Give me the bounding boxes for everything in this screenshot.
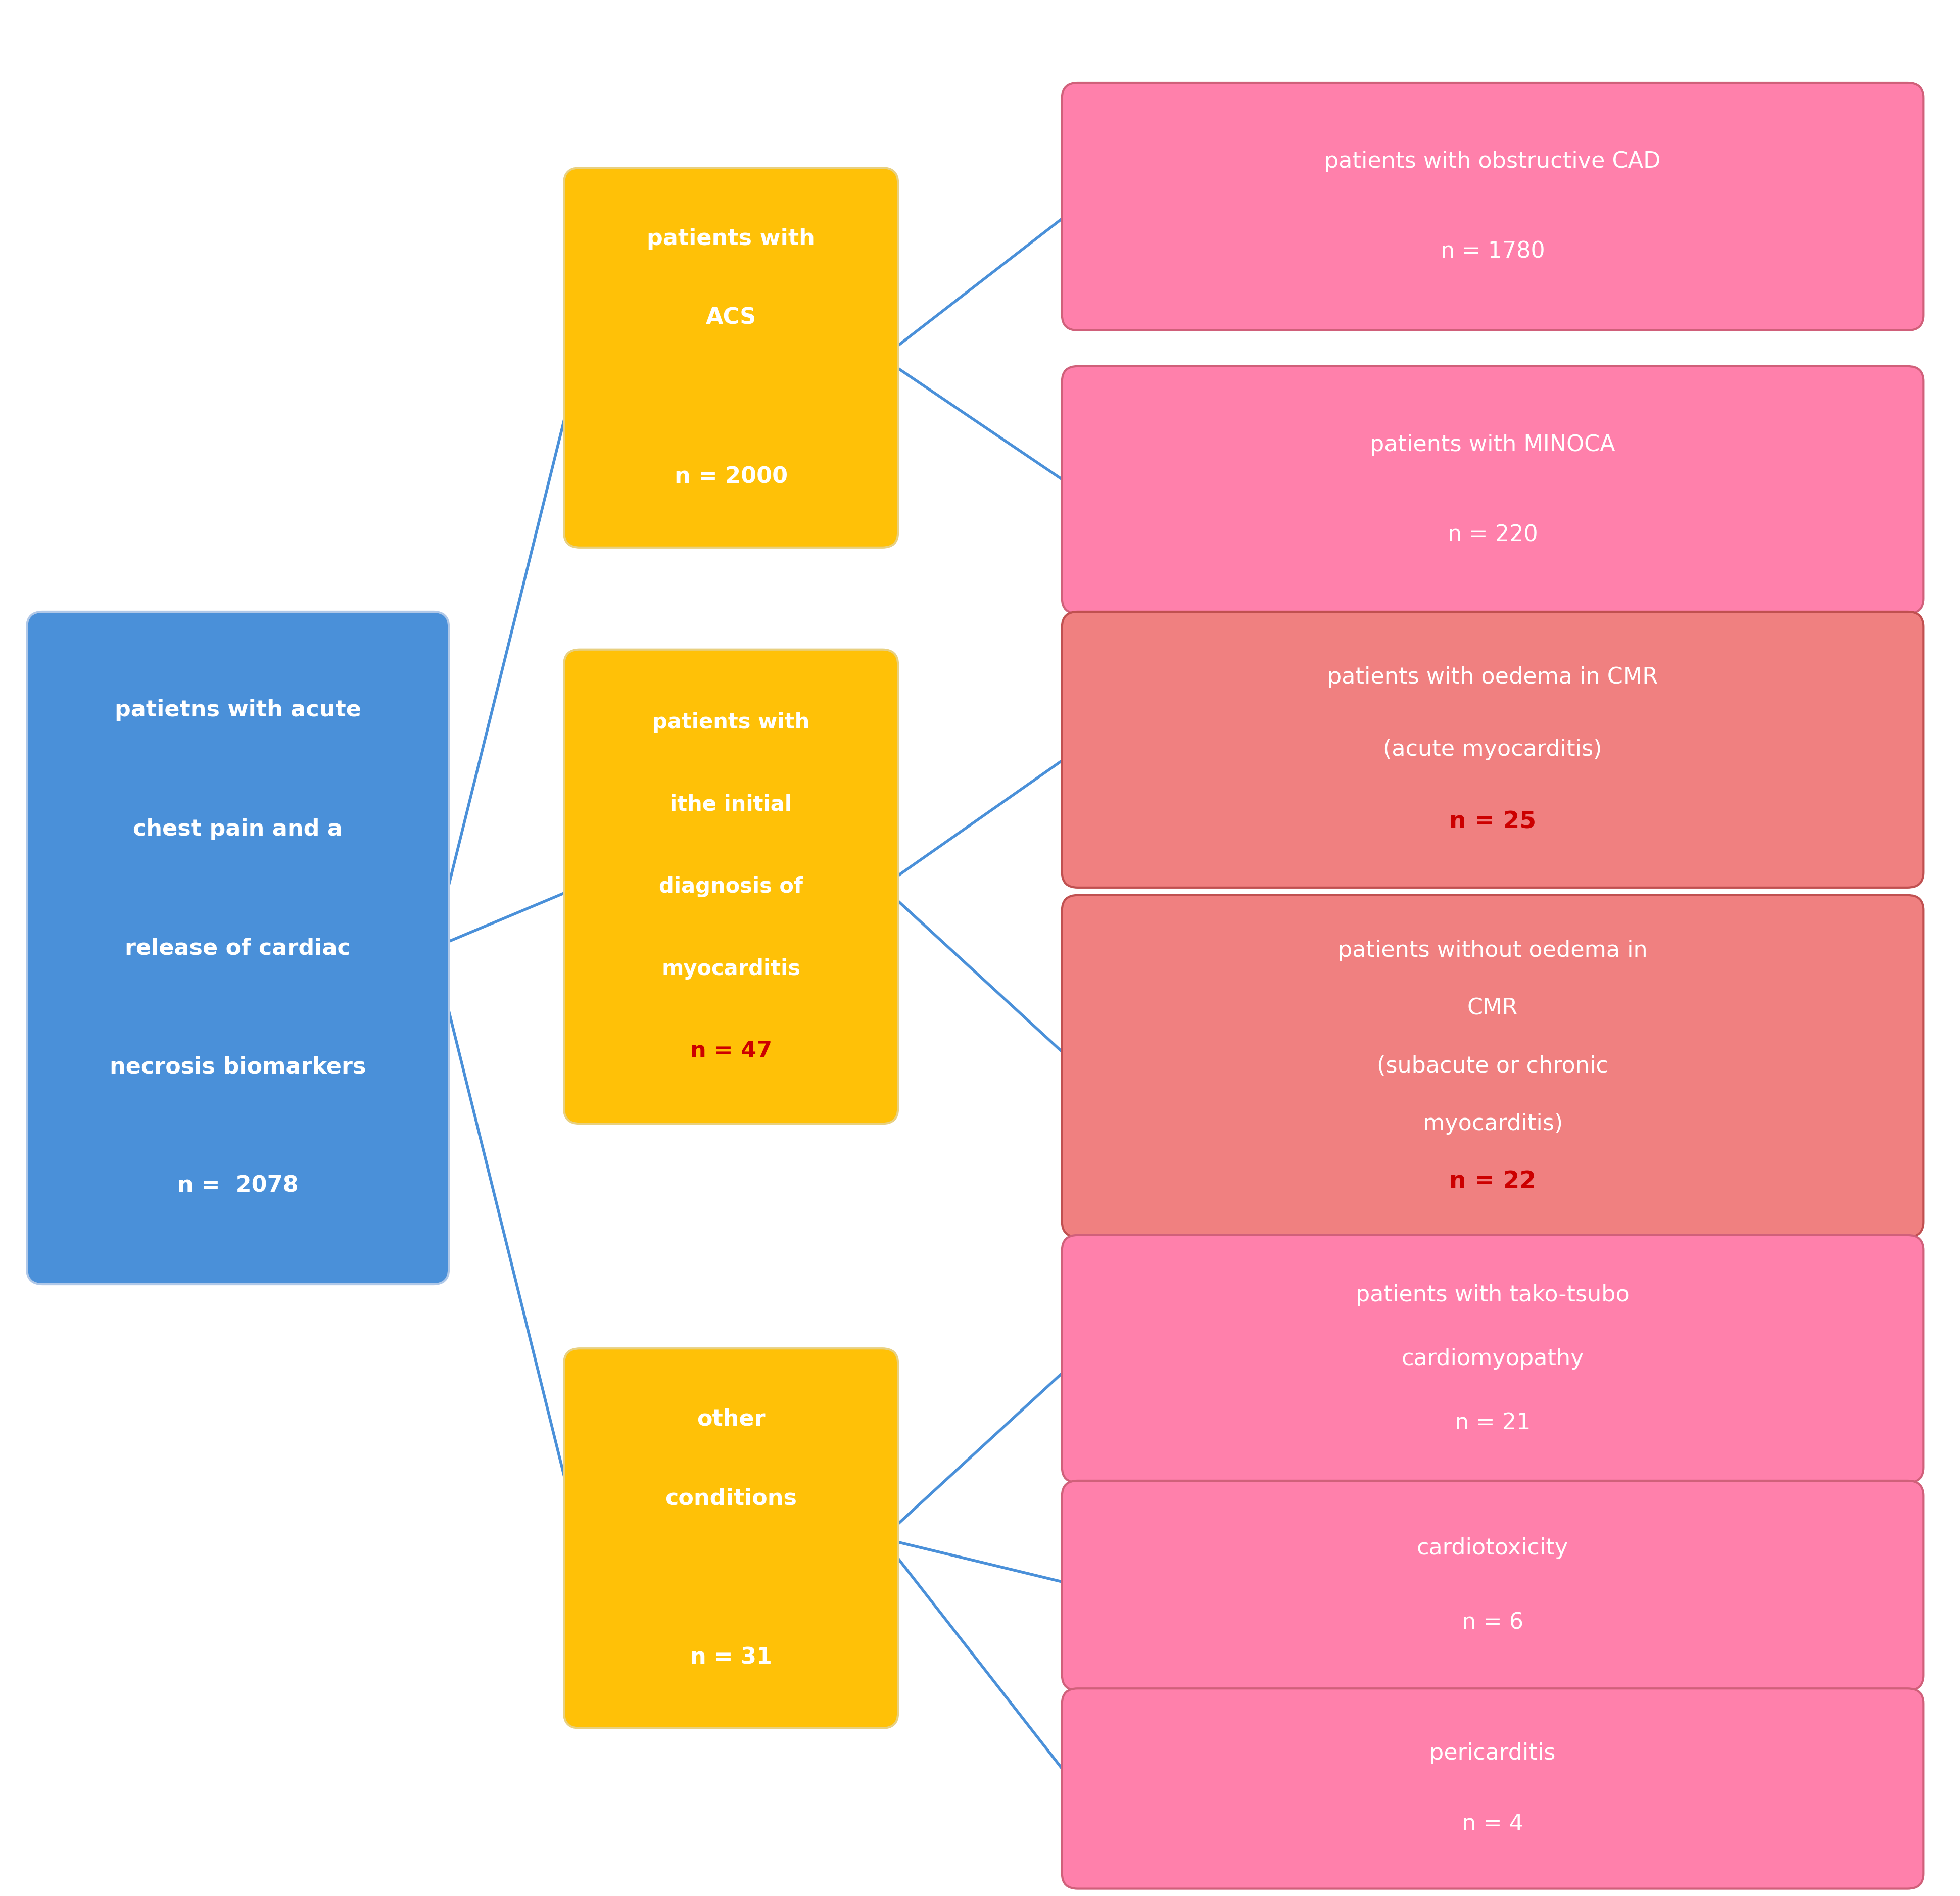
Text: patients with: patients with <box>647 228 815 250</box>
Text: n = 25: n = 25 <box>1448 810 1537 832</box>
Text: n = 1780: n = 1780 <box>1441 241 1544 264</box>
FancyBboxPatch shape <box>564 650 898 1124</box>
FancyBboxPatch shape <box>1062 895 1923 1236</box>
Text: patients with: patients with <box>653 711 809 734</box>
Text: chest pain and a: chest pain and a <box>133 819 343 840</box>
Text: patients with tako-tsubo: patients with tako-tsubo <box>1356 1284 1629 1306</box>
FancyBboxPatch shape <box>1062 1234 1923 1483</box>
Text: n =  2078: n = 2078 <box>176 1176 298 1196</box>
FancyBboxPatch shape <box>564 169 898 548</box>
FancyBboxPatch shape <box>1062 1481 1923 1691</box>
Text: (acute myocarditis): (acute myocarditis) <box>1384 739 1601 760</box>
Text: myocarditis: myocarditis <box>661 957 800 980</box>
Text: pericarditis: pericarditis <box>1429 1742 1556 1763</box>
Text: conditions: conditions <box>664 1488 798 1509</box>
Text: ithe initial: ithe initial <box>670 794 792 815</box>
Text: patients without oedema in: patients without oedema in <box>1339 940 1648 961</box>
Text: n = 47: n = 47 <box>690 1041 772 1062</box>
Text: n = 4: n = 4 <box>1462 1813 1523 1835</box>
Text: n = 6: n = 6 <box>1462 1612 1523 1634</box>
Text: CMR: CMR <box>1468 997 1519 1020</box>
Text: patietns with acute: patietns with acute <box>114 700 361 720</box>
Text: n = 31: n = 31 <box>690 1646 772 1668</box>
FancyBboxPatch shape <box>1062 83 1923 330</box>
FancyBboxPatch shape <box>564 1348 898 1727</box>
FancyBboxPatch shape <box>1062 366 1923 614</box>
FancyBboxPatch shape <box>1062 1689 1923 1888</box>
Text: other: other <box>696 1409 764 1430</box>
Text: n = 22: n = 22 <box>1448 1170 1537 1193</box>
Text: patients with oedema in CMR: patients with oedema in CMR <box>1327 667 1658 688</box>
FancyBboxPatch shape <box>1062 612 1923 887</box>
Text: cardiomyopathy: cardiomyopathy <box>1401 1348 1584 1369</box>
FancyBboxPatch shape <box>27 612 449 1284</box>
Text: (subacute or chronic: (subacute or chronic <box>1378 1056 1609 1077</box>
Text: necrosis biomarkers: necrosis biomarkers <box>110 1056 367 1077</box>
Text: patients with MINOCA: patients with MINOCA <box>1370 434 1615 455</box>
Text: diagnosis of: diagnosis of <box>659 876 804 897</box>
Text: myocarditis): myocarditis) <box>1423 1113 1562 1134</box>
Text: cardiotoxicity: cardiotoxicity <box>1417 1538 1568 1559</box>
Text: n = 21: n = 21 <box>1454 1413 1531 1433</box>
Text: n = 220: n = 220 <box>1448 525 1539 546</box>
Text: n = 2000: n = 2000 <box>674 466 788 487</box>
Text: ACS: ACS <box>706 307 757 328</box>
Text: patients with obstructive CAD: patients with obstructive CAD <box>1325 150 1660 173</box>
Text: release of cardiac: release of cardiac <box>125 937 351 959</box>
